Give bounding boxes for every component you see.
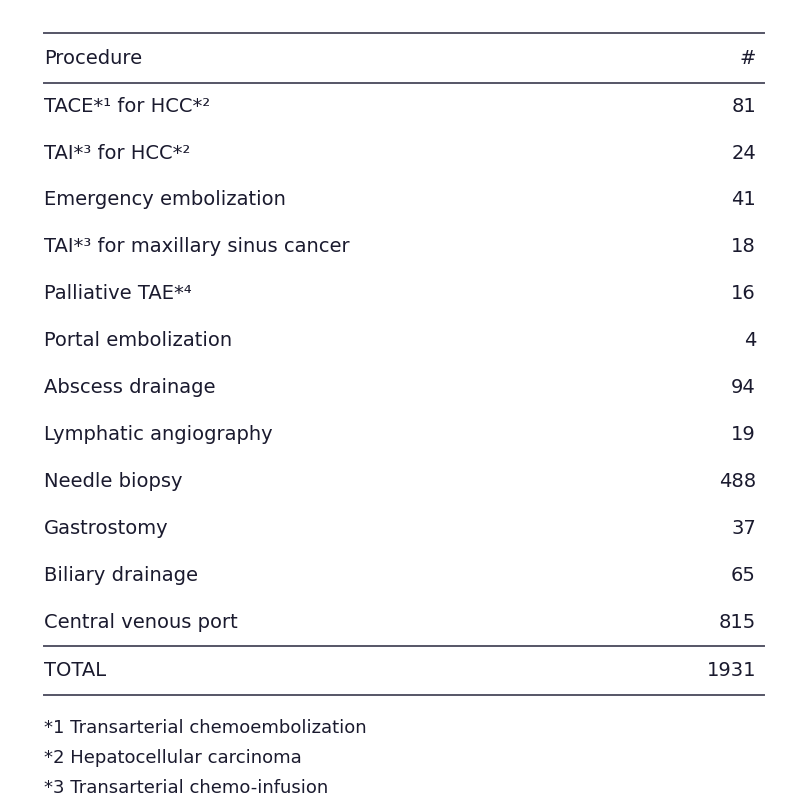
Text: 4: 4 [744, 332, 756, 350]
Text: 41: 41 [731, 191, 756, 209]
Text: *1 Transarterial chemoembolization: *1 Transarterial chemoembolization [44, 719, 366, 737]
Text: 16: 16 [731, 285, 756, 303]
Text: Emergency embolization: Emergency embolization [44, 191, 286, 209]
Text: *3 Transarterial chemo-infusion: *3 Transarterial chemo-infusion [44, 779, 328, 795]
Text: Central venous port: Central venous port [44, 613, 238, 631]
Text: Portal embolization: Portal embolization [44, 332, 232, 350]
Text: Procedure: Procedure [44, 48, 142, 68]
Text: 65: 65 [731, 566, 756, 584]
Text: 488: 488 [719, 472, 756, 491]
Text: 815: 815 [718, 613, 756, 631]
Text: 19: 19 [731, 425, 756, 444]
Text: 94: 94 [731, 378, 756, 397]
Text: Lymphatic angiography: Lymphatic angiography [44, 425, 273, 444]
Text: TACE*¹ for HCC*²: TACE*¹ for HCC*² [44, 97, 210, 115]
Text: 37: 37 [731, 519, 756, 537]
Text: TAI*³ for maxillary sinus cancer: TAI*³ for maxillary sinus cancer [44, 238, 350, 256]
Text: Gastrostomy: Gastrostomy [44, 519, 169, 537]
Text: 1931: 1931 [706, 661, 756, 680]
Text: Needle biopsy: Needle biopsy [44, 472, 182, 491]
Text: 18: 18 [731, 238, 756, 256]
Text: 24: 24 [731, 144, 756, 162]
Text: Biliary drainage: Biliary drainage [44, 566, 198, 584]
Text: TOTAL: TOTAL [44, 661, 106, 680]
Text: *2 Hepatocellular carcinoma: *2 Hepatocellular carcinoma [44, 749, 302, 767]
Text: Palliative TAE*⁴: Palliative TAE*⁴ [44, 285, 192, 303]
Text: #: # [740, 48, 756, 68]
Text: TAI*³ for HCC*²: TAI*³ for HCC*² [44, 144, 190, 162]
Text: 81: 81 [731, 97, 756, 115]
Text: Abscess drainage: Abscess drainage [44, 378, 215, 397]
